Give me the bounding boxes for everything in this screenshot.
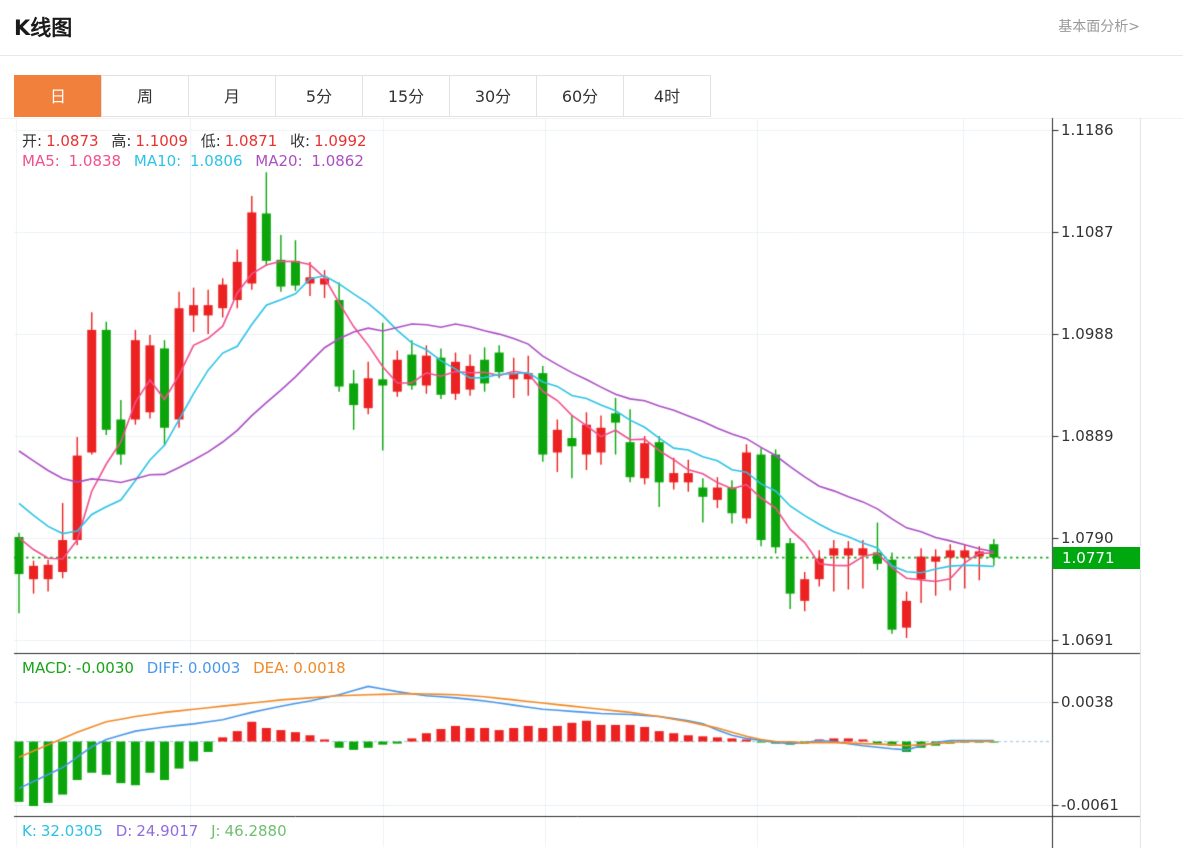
open-value: 1.0873 — [46, 132, 99, 150]
macd-tick-1: -0.0061 — [1061, 796, 1119, 814]
ma20-label: MA20: — [255, 152, 303, 170]
price-tick-0: 1.1186 — [1061, 121, 1114, 139]
kdj-d-label: D: — [115, 822, 133, 840]
diff-value: 0.0003 — [187, 659, 241, 677]
close-label: 收: — [290, 132, 311, 150]
price-tick-5: 1.0691 — [1061, 631, 1114, 649]
high-value: 1.1009 — [135, 132, 188, 150]
macd-label: MACD: — [22, 659, 73, 677]
kdj-d-value: 24.9017 — [136, 822, 199, 840]
ma-legend: MA5: 1.0838 MA10: 1.0806 MA20: 1.0862 — [22, 152, 372, 170]
ma10-label: MA10: — [133, 152, 182, 170]
price-tick-1: 1.1087 — [1061, 223, 1114, 241]
macd-tick-0: 0.0038 — [1061, 693, 1114, 711]
kdj-k-value: 32.0305 — [40, 822, 103, 840]
price-tick-3: 1.0889 — [1061, 427, 1114, 445]
diff-label: DIFF: — [146, 659, 184, 677]
macd-legend: MACD: -0.0030 DIFF: 0.0003 DEA: 0.0018 — [22, 659, 354, 677]
kdj-k-label: K: — [22, 822, 37, 840]
kdj-legend: K: 32.0305 D: 24.9017 J: 46.2880 — [22, 822, 295, 840]
ohlc-legend: 开: 1.0873 高: 1.1009 低: 1.0871 收: 1.0992 — [22, 130, 375, 151]
dea-label: DEA: — [253, 659, 290, 677]
ma20-value: 1.0862 — [311, 152, 364, 170]
ma5-value: 1.0838 — [68, 152, 122, 170]
open-label: 开: — [22, 132, 43, 150]
macd-value: -0.0030 — [76, 659, 134, 677]
kdj-j-value: 46.2880 — [224, 822, 287, 840]
close-value: 1.0992 — [314, 132, 367, 150]
ma5-label: MA5: — [22, 152, 60, 170]
dea-value: 0.0018 — [293, 659, 346, 677]
low-value: 1.0871 — [224, 132, 278, 150]
low-label: 低: — [200, 132, 221, 150]
price-tick-4: 1.0790 — [1061, 529, 1114, 547]
high-label: 高: — [111, 132, 132, 150]
current-price-badge: 1.0771 — [1053, 547, 1140, 569]
ma10-value: 1.0806 — [190, 152, 243, 170]
price-tick-2: 1.0988 — [1061, 325, 1114, 343]
kdj-j-label: J: — [211, 822, 221, 840]
